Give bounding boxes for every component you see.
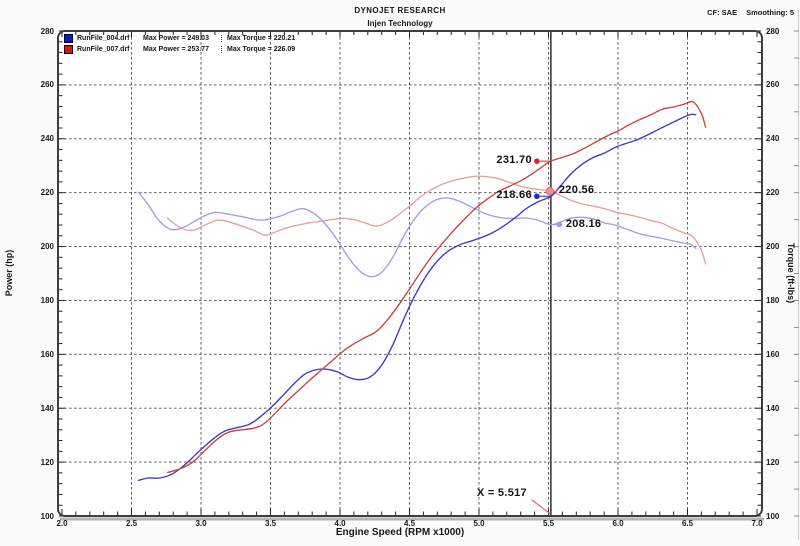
left-axis-tick-label: 140 <box>40 403 54 413</box>
legend-row-run1[interactable]: RunFile_004.drf Max Power = 249.03 Max T… <box>64 33 295 44</box>
dyno-curves <box>137 100 707 482</box>
x-axis-tick-label: 6.5 <box>681 519 694 528</box>
x-axis-title: Engine Speed (RPM x1000) <box>335 527 465 538</box>
right-axis-tick-label: 140 <box>766 403 780 413</box>
x-axis-tick-label: 6.0 <box>612 519 624 528</box>
x-axis-tick-label: 4.5 <box>403 519 416 528</box>
run-legend: RunFile_004.drf Max Power = 249.03 Max T… <box>64 33 295 55</box>
run2-max-power: Max Power = 253.77 <box>143 46 209 53</box>
x-axis-tick-label: 3.5 <box>264 519 277 528</box>
x-axis-tick-label: 3.0 <box>195 519 207 528</box>
smoothing-label: Smoothing: 5 <box>746 8 794 17</box>
run2-max-torque: Max Torque = 226.09 <box>221 46 295 53</box>
cursor-markers <box>534 158 563 228</box>
cursor-x-position-label[interactable]: X = 5.517 <box>476 487 527 499</box>
right-axis-tick-label: 160 <box>766 349 780 359</box>
right-axis-title: Torque (ft-lbs) <box>786 242 796 304</box>
left-axis-tick-label: 260 <box>40 80 54 90</box>
x-axis-tick-label: 2.5 <box>125 519 138 528</box>
axis-ticks <box>59 30 761 517</box>
right-axis-tick-label: 120 <box>766 457 780 467</box>
left-axis-tick-label: 120 <box>40 457 54 467</box>
right-axis-tick-label: 260 <box>766 80 780 90</box>
right-axis-tick-label: 240 <box>766 134 780 144</box>
run1-color-swatch <box>64 34 73 43</box>
left-axis-tick-label: 200 <box>40 242 54 252</box>
x-axis-tick-label: 4.0 <box>334 519 346 528</box>
right-edge-ruler <box>794 10 799 540</box>
run2-color-swatch <box>64 45 73 54</box>
plot-border <box>57 30 763 517</box>
run2-filename: RunFile_007.drf <box>77 46 130 53</box>
legend-row-run2[interactable]: RunFile_007.drf Max Power = 253.77 Max T… <box>64 44 295 55</box>
run1-max-power: Max Power = 249.03 <box>143 35 209 42</box>
run1-max-torque: Max Torque = 220.21 <box>221 35 295 42</box>
cursor-x-leader <box>531 499 551 514</box>
runfile-007-drf-power-curve <box>166 100 707 474</box>
left-axis-tick-label: 280 <box>40 26 54 36</box>
runfile-004-drf-torque-curve <box>137 191 697 278</box>
x-axis-tick-label: 7.0 <box>751 519 763 528</box>
runfile-004-drf-power-curve <box>137 113 697 482</box>
left-axis-tick-label: 240 <box>40 134 54 144</box>
plot-frame <box>58 31 764 521</box>
x-axis-tick-label: 5.0 <box>473 519 485 528</box>
runfile-007-drf-torque-curve <box>166 175 707 265</box>
right-axis-tick-label: 280 <box>766 26 780 36</box>
cursor-readout-blue-torque: 208.16 <box>565 217 602 230</box>
page-title: DYNOJET RESEARCH <box>354 6 446 15</box>
right-axis-tick-label: 220 <box>766 188 780 198</box>
x-axis-tick-label: 2.0 <box>56 519 68 528</box>
left-axis-tick-label: 100 <box>40 511 54 521</box>
page-subtitle: Injen Technology <box>367 19 433 28</box>
right-axis-tick-label: 180 <box>766 295 780 305</box>
gridlines <box>59 32 761 515</box>
cursor-readout-red-torque: 220.56 <box>558 184 595 197</box>
run1-filename: RunFile_004.drf <box>77 35 130 42</box>
correction-info: CF: SAE Smoothing: 5 <box>698 8 794 17</box>
x-axis-tick-label: 5.5 <box>542 519 555 528</box>
cursor-readout-red-power: 231.70 <box>496 154 532 167</box>
right-axis-tick-label: 200 <box>766 242 780 252</box>
cursor-readout-blue-power: 218.66 <box>496 189 532 202</box>
left-axis-tick-label: 220 <box>40 188 54 198</box>
left-axis-title: Power (hp) <box>4 249 14 297</box>
left-axis-tick-label: 160 <box>40 349 54 359</box>
correction-factor-label: CF: SAE <box>707 8 738 17</box>
right-axis-tick-label: 100 <box>766 511 780 521</box>
left-axis-tick-label: 180 <box>40 295 54 305</box>
